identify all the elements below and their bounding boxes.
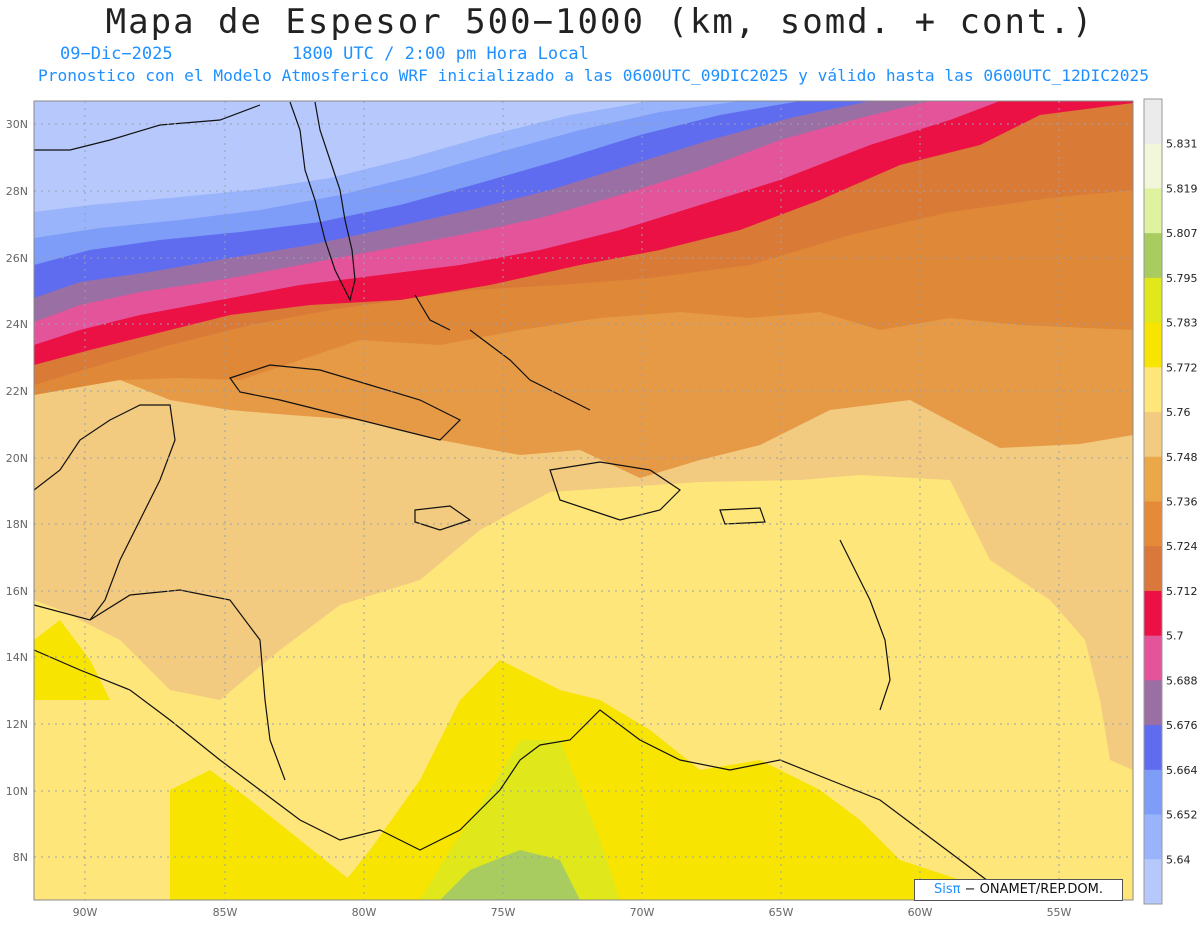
lat-label: 10N [6,785,28,798]
colorbar-swatch [1144,635,1162,681]
colorbar-swatch [1144,859,1162,905]
plot-frame [33,100,1134,901]
gulf-coast [34,104,261,151]
cuba [229,364,462,441]
band-below-5640 [34,101,650,212]
colorbar-swatch [1144,590,1162,637]
lat-label: 22N [6,385,28,398]
honduras-nicaragua-coast [89,589,286,781]
colorbar-swatch [1144,501,1162,547]
colorbar-swatch [1144,814,1162,860]
grid [34,101,1133,900]
colorbar-swatch [1144,277,1162,324]
sispi-logo: Sisπ [933,882,961,897]
colorbar-label: 5.652 [1166,809,1198,822]
colorbar-swatch [1144,412,1162,458]
lat-label: 26N [6,252,28,265]
colorbar-swatch [1144,188,1162,234]
lon-label: 75W [491,906,516,919]
colorbar-label: 5.712 [1166,585,1198,598]
colorbar-swatch [1144,546,1162,592]
lon-label: 60W [908,906,933,919]
colorbar-swatch [1144,456,1162,502]
lat-label: 12N [6,718,28,731]
band-5795 [440,850,580,900]
colorbar-swatch [1144,769,1162,816]
forecast-date: 09−Dic−2025 [60,44,173,64]
map-title: Mapa de Espesor 500−1000 (km, somd. + co… [105,2,1095,42]
colorbar-label: 5.7 [1166,630,1184,643]
colorbar-swatch [1144,233,1162,279]
credit-text: − ONAMET/REP.DOM. [964,882,1104,897]
contour-fill [34,101,1133,900]
lon-axis: 90W 85W 80W 75W 70W 65W 60W 55W [73,906,1072,919]
colorbar: 5.831 5.819 5.807 5.795 5.783 5.772 5.76 5.748 5… [1143,98,1198,905]
puerto-rico [719,507,766,525]
colorbar-label: 5.724 [1166,540,1198,553]
colorbar-label: 5.831 [1166,138,1198,151]
lat-label: 18N [6,518,28,531]
colorbar-swatch [1144,680,1162,726]
lon-label: 80W [352,906,377,919]
bahamas [414,294,591,411]
colorbar-label: 5.748 [1166,451,1198,464]
lat-label: 28N [6,185,28,198]
colorbar-label: 5.688 [1166,674,1198,687]
lat-label: 16N [6,585,28,598]
yucatan-coast [34,404,176,621]
lat-axis: 30N 28N 26N 24N 22N 20N 18N 16N 14N 12N … [6,118,28,864]
lat-label: 8N [13,851,28,864]
lon-label: 90W [73,906,98,919]
florida-coast [289,101,356,302]
band-5783 [420,740,620,900]
lesser-antilles [839,539,891,711]
hispaniola [549,461,681,521]
colorbar-label: 5.64 [1166,853,1191,866]
lon-label: 85W [213,906,238,919]
colorbar-swatch [1144,725,1162,771]
credit-box: Sisπ − ONAMET/REP.DOM. [914,879,1123,901]
colorbar-label: 5.807 [1166,227,1198,240]
colorbar-swatch [1144,322,1162,368]
jamaica [414,505,472,531]
colorbar-swatch [1144,99,1162,145]
colorbar-label: 5.783 [1166,317,1198,330]
forecast-description: Pronostico con el Modelo Atmosferico WRF… [38,66,1150,85]
colorbar-label: 5.664 [1166,764,1198,777]
colorbar-label: 5.676 [1166,719,1198,732]
lon-label: 65W [769,906,794,919]
coastlines [34,101,1001,891]
colorbar-swatch [1144,143,1162,189]
forecast-time: 1800 UTC / 2:00 pm Hora Local [292,44,589,64]
lat-label: 24N [6,318,28,331]
colorbar-label: 5.772 [1166,361,1198,374]
colorbar-label: 5.795 [1166,272,1198,285]
colorbar-swatch [1144,367,1162,413]
colorbar-frame [1143,98,1163,905]
central-south-america-coast [34,649,1001,891]
lat-label: 20N [6,452,28,465]
colorbar-label: 5.819 [1166,182,1198,195]
lon-label: 70W [630,906,655,919]
lat-label: 14N [6,651,28,664]
colorbar-label: 5.736 [1166,496,1198,509]
band-5772-pacific [34,620,110,700]
lon-label: 55W [1047,906,1072,919]
band-5772-west [170,770,380,900]
lat-label: 30N [6,118,28,131]
colorbar-label: 5.76 [1166,406,1191,419]
